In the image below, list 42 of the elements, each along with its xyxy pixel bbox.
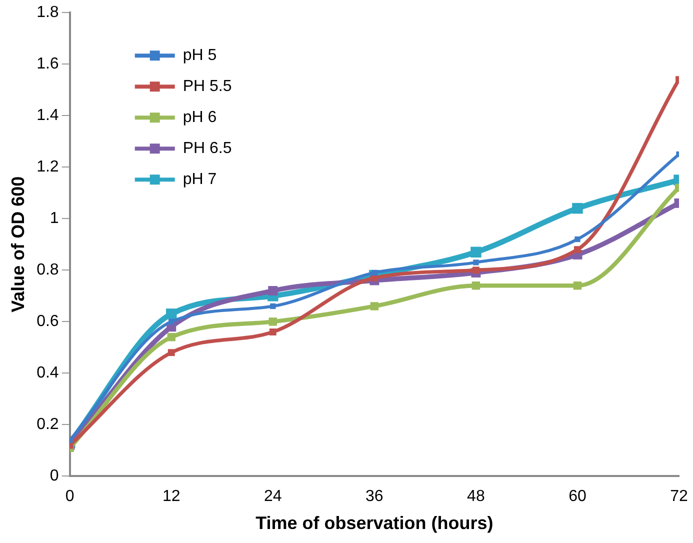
point — [572, 202, 583, 214]
y-tick-label: 1.4 — [36, 107, 59, 124]
point — [167, 333, 176, 342]
point — [268, 286, 278, 296]
y-tick-label: 0.6 — [36, 313, 59, 330]
point — [166, 308, 177, 320]
x-tick-label: 12 — [162, 488, 180, 506]
x-tick-label: 60 — [568, 488, 586, 506]
point — [574, 246, 581, 254]
point — [473, 260, 479, 266]
y-tick-label: 1.8 — [36, 4, 59, 22]
legend-label: pH 5 — [182, 47, 217, 64]
point — [268, 318, 277, 326]
y-axis-title: Value of OD 600 — [8, 176, 28, 312]
y-tick-label: 0.8 — [36, 262, 59, 279]
y-tick-label: 1.6 — [36, 56, 59, 73]
point — [574, 236, 580, 242]
point — [168, 318, 174, 324]
x-tick-label: 72 — [670, 488, 688, 506]
x-tick-label: 48 — [467, 488, 485, 506]
y-tick-label: 0.4 — [36, 364, 59, 382]
y-tick-label: 0.2 — [36, 416, 59, 434]
legend-label: PH 6.5 — [182, 140, 232, 158]
point — [269, 328, 276, 336]
point — [573, 282, 582, 290]
legend-label: PH 5.5 — [182, 78, 232, 96]
legend-label: pH 7 — [182, 171, 217, 188]
x-tick-label: 0 — [65, 488, 74, 506]
legend-label: pH 6 — [182, 109, 217, 126]
point — [472, 266, 480, 274]
point — [370, 302, 379, 310]
point — [470, 246, 482, 258]
x-tick-label: 36 — [366, 488, 384, 506]
x-axis-title: Time of observation (hours) — [256, 513, 494, 534]
y-tick-label: 0 — [50, 468, 59, 485]
y-tick-label: 1 — [50, 210, 59, 228]
point — [372, 270, 378, 276]
y-tick-label: 1.2 — [36, 158, 59, 176]
point — [168, 349, 175, 356]
x-tick-label: 24 — [264, 488, 282, 506]
point — [270, 303, 276, 310]
point — [472, 282, 480, 290]
